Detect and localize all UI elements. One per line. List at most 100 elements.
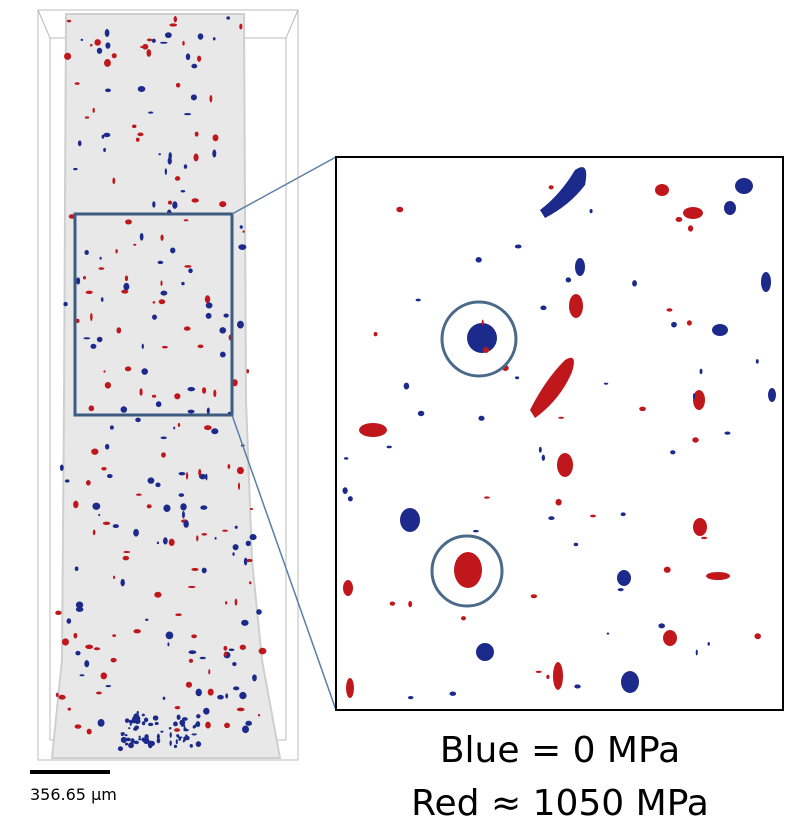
pore xyxy=(134,715,141,722)
pore xyxy=(133,740,139,745)
pore xyxy=(139,45,146,48)
pore xyxy=(548,516,555,521)
pore xyxy=(67,707,72,711)
pore xyxy=(197,33,204,40)
pore xyxy=(158,299,166,305)
pore xyxy=(141,721,146,726)
pore xyxy=(224,651,228,657)
pore xyxy=(558,416,565,419)
pore xyxy=(201,533,207,536)
pore xyxy=(104,381,112,389)
legend-line: Blue = 0 MPa xyxy=(440,730,680,771)
pore xyxy=(59,464,64,472)
pore xyxy=(96,336,103,343)
pore xyxy=(160,730,164,733)
pore xyxy=(85,290,93,294)
connector xyxy=(231,156,337,215)
pore xyxy=(196,741,200,748)
pore xyxy=(104,443,110,450)
pore xyxy=(189,744,193,748)
pore xyxy=(89,43,93,47)
pore xyxy=(96,47,103,54)
pore xyxy=(100,297,104,302)
pore xyxy=(214,536,217,540)
pore xyxy=(135,493,142,496)
pore xyxy=(408,600,413,608)
pore xyxy=(92,107,95,113)
highlight-circle xyxy=(440,300,518,378)
pore xyxy=(199,656,206,660)
pore xyxy=(232,686,240,691)
pore xyxy=(172,201,178,209)
pore xyxy=(111,53,117,59)
pore xyxy=(64,52,72,60)
pore xyxy=(187,409,195,414)
pore xyxy=(122,555,130,561)
pore xyxy=(55,692,59,698)
pore xyxy=(692,437,699,443)
pore xyxy=(184,265,192,268)
pore xyxy=(103,132,111,138)
pore xyxy=(136,710,139,715)
pore xyxy=(472,529,479,533)
pore xyxy=(124,742,129,746)
pore xyxy=(241,619,249,626)
pore xyxy=(535,670,542,673)
pore xyxy=(205,302,213,309)
pore xyxy=(138,738,142,741)
pore xyxy=(75,650,81,656)
pore xyxy=(110,657,117,663)
pore xyxy=(173,15,177,23)
pore xyxy=(386,445,392,449)
pore xyxy=(146,49,152,57)
pore xyxy=(120,732,125,735)
pore xyxy=(675,216,683,223)
pore xyxy=(666,308,673,312)
pore xyxy=(175,82,181,88)
pore xyxy=(213,389,217,398)
pore xyxy=(176,734,180,738)
pore xyxy=(180,190,186,193)
pore xyxy=(74,566,79,571)
pore xyxy=(245,540,251,547)
pore xyxy=(249,507,254,511)
pore xyxy=(701,536,708,540)
pore xyxy=(113,575,116,580)
pore xyxy=(692,393,696,400)
pore xyxy=(141,368,149,375)
pore xyxy=(687,225,694,232)
pore xyxy=(146,38,153,42)
pore xyxy=(209,95,213,103)
pore xyxy=(137,86,146,92)
pore xyxy=(663,566,671,573)
pore xyxy=(145,618,149,622)
pore xyxy=(540,305,547,311)
pore xyxy=(212,134,219,142)
pore xyxy=(181,510,185,519)
pore xyxy=(205,721,211,729)
pore xyxy=(66,19,72,23)
pore xyxy=(208,669,211,675)
pore xyxy=(573,542,579,547)
pore xyxy=(128,719,134,724)
pore xyxy=(124,718,130,723)
pore xyxy=(84,660,90,668)
pore xyxy=(188,658,194,663)
pore xyxy=(200,505,208,510)
pore xyxy=(219,327,227,334)
pore xyxy=(207,688,214,696)
pore xyxy=(212,37,216,41)
pore xyxy=(514,376,520,380)
pore xyxy=(169,23,178,27)
pore xyxy=(103,147,106,152)
pore xyxy=(239,23,243,30)
pore xyxy=(77,140,82,147)
pore xyxy=(193,153,199,162)
pore xyxy=(589,208,593,214)
pore xyxy=(417,410,425,417)
pore xyxy=(176,714,181,720)
pore xyxy=(204,295,211,304)
pore xyxy=(100,672,108,680)
pore xyxy=(755,359,759,364)
pore xyxy=(98,267,105,270)
